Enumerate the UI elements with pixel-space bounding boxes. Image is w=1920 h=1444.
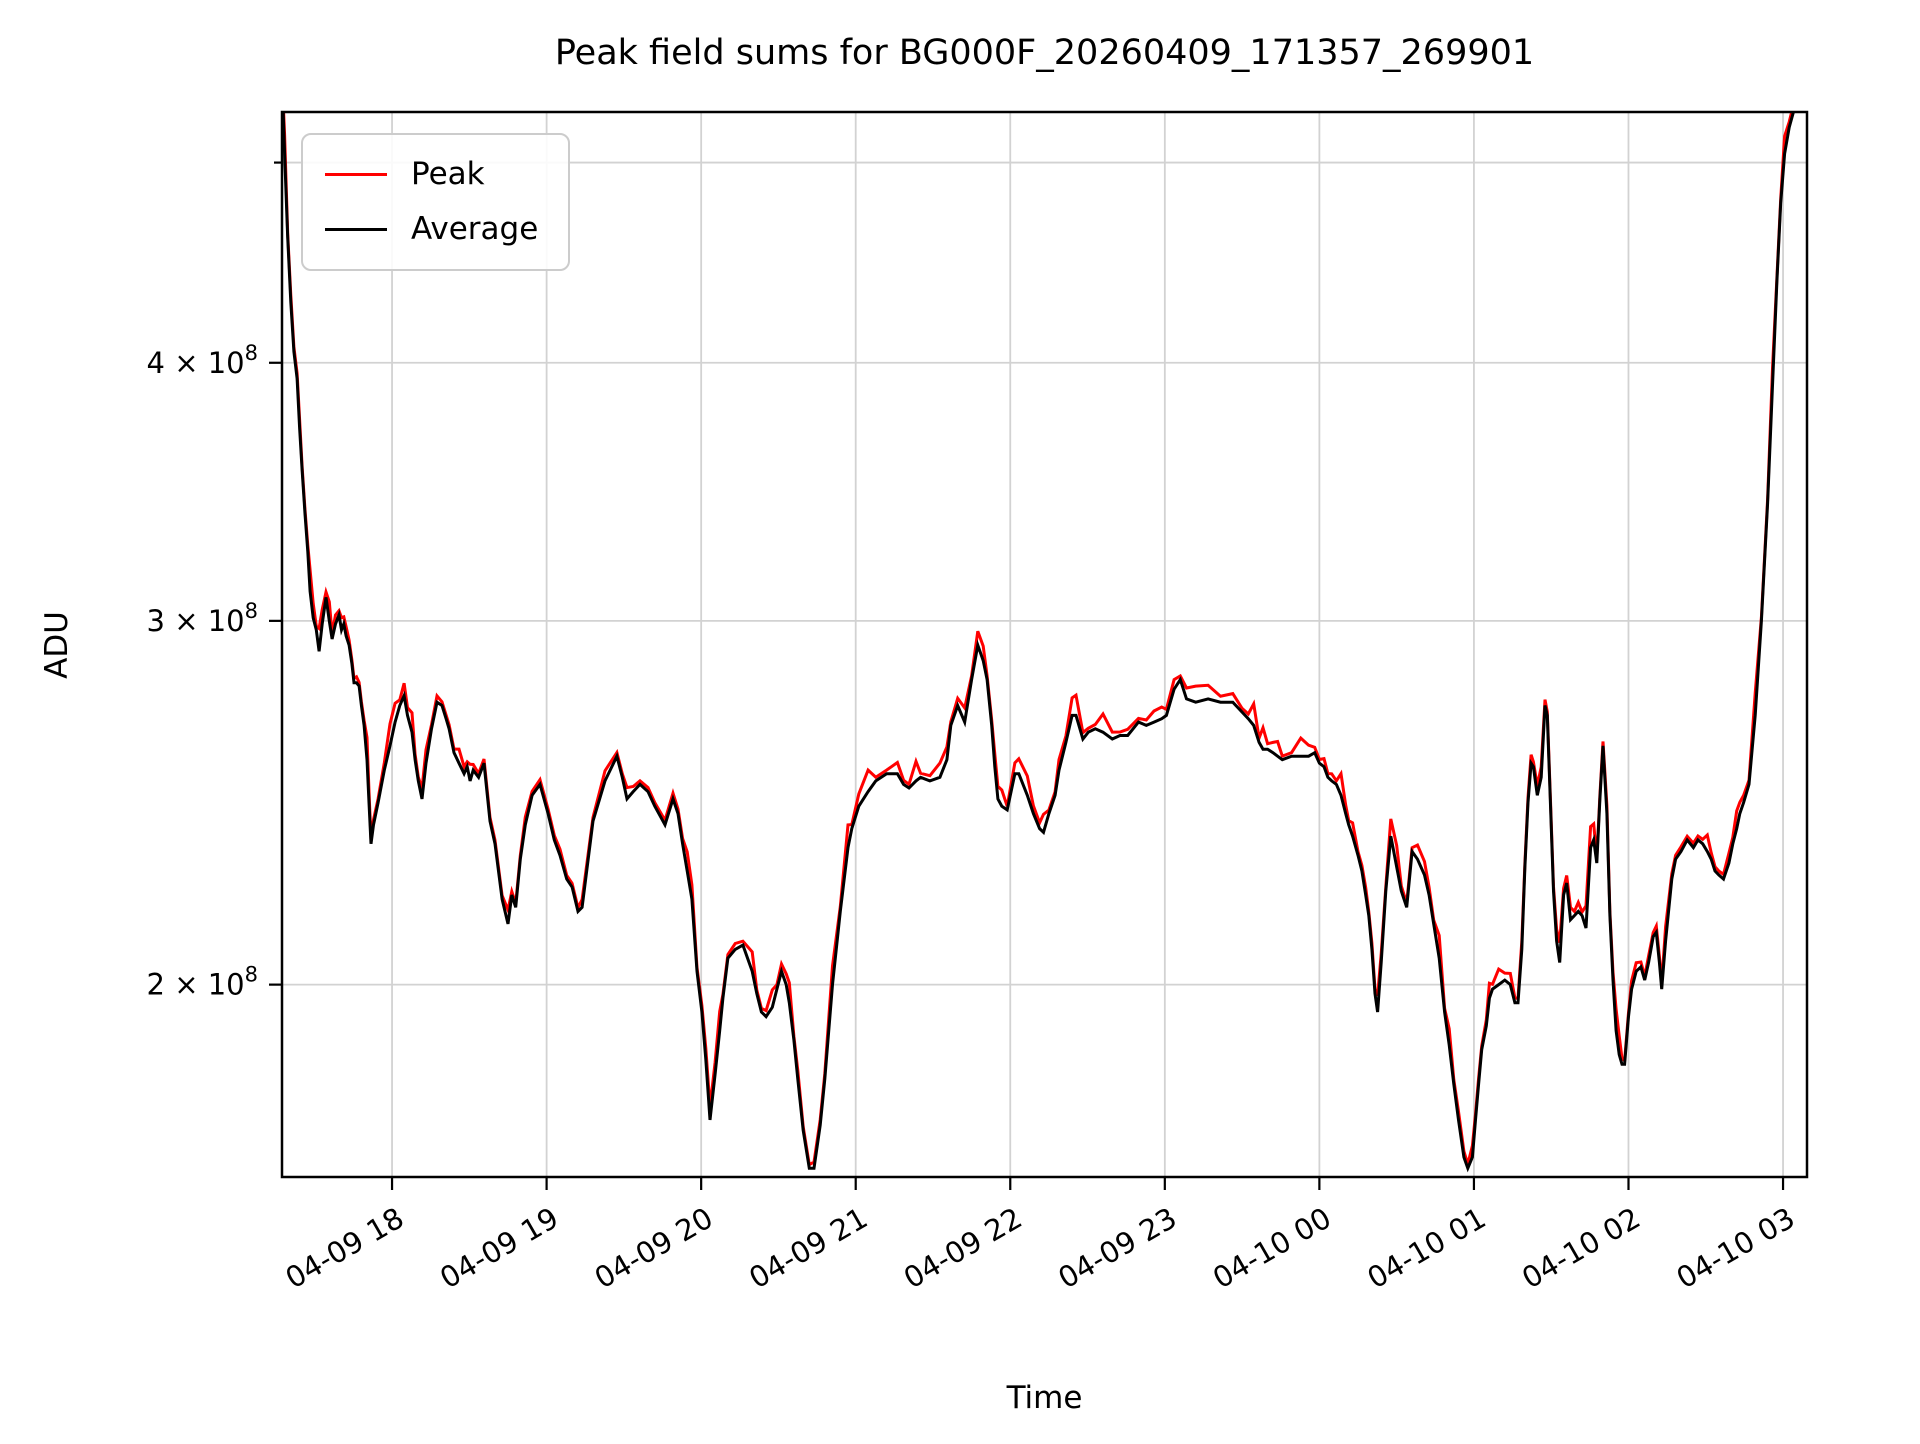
x-tick-labels: 04-09 18 04-09 19 04-09 20 04-09 21 04-09 22… — [280, 1201, 1801, 1296]
y-tick-labels: 4 × 108 3 × 108 2 × 108 — [147, 341, 258, 1002]
svg-text:04-09 19: 04-09 19 — [434, 1201, 564, 1296]
svg-text:04-10 03: 04-10 03 — [1671, 1201, 1801, 1296]
svg-text:2 × 108: 2 × 108 — [147, 963, 258, 1002]
svg-text:04-09 18: 04-09 18 — [280, 1201, 410, 1296]
y-axis-label: ADU — [39, 611, 75, 679]
svg-text:04-10 02: 04-10 02 — [1516, 1201, 1646, 1296]
peak-line-sample — [325, 173, 387, 176]
x-axis-label: Time — [1006, 1380, 1083, 1416]
gridlines — [282, 112, 1807, 1177]
legend-label-average: Average — [411, 211, 539, 247]
svg-text:4 × 108: 4 × 108 — [147, 341, 258, 380]
legend-entry-average: Average — [325, 214, 538, 245]
plot-border — [280, 110, 1809, 1179]
legend-label-peak: Peak — [411, 156, 485, 192]
svg-text:04-09 21: 04-09 21 — [743, 1201, 873, 1296]
series-lines — [282, 112, 1795, 1173]
chart-title: Peak field sums for BG000F_20260409_1713… — [554, 33, 1535, 73]
average-line-sample — [325, 228, 387, 231]
legend-entry-peak: Peak — [325, 159, 538, 190]
svg-text:04-09 22: 04-09 22 — [898, 1201, 1028, 1296]
tick-marks — [269, 161, 1785, 1190]
svg-text:04-10 00: 04-10 00 — [1207, 1201, 1337, 1296]
average-line — [282, 112, 1795, 1173]
legend-box: Peak Average — [301, 133, 571, 271]
svg-text:04-09 20: 04-09 20 — [589, 1201, 719, 1296]
svg-text:3 × 108: 3 × 108 — [147, 599, 258, 638]
svg-text:04-09 23: 04-09 23 — [1052, 1201, 1182, 1296]
svg-text:04-10 01: 04-10 01 — [1362, 1201, 1492, 1296]
